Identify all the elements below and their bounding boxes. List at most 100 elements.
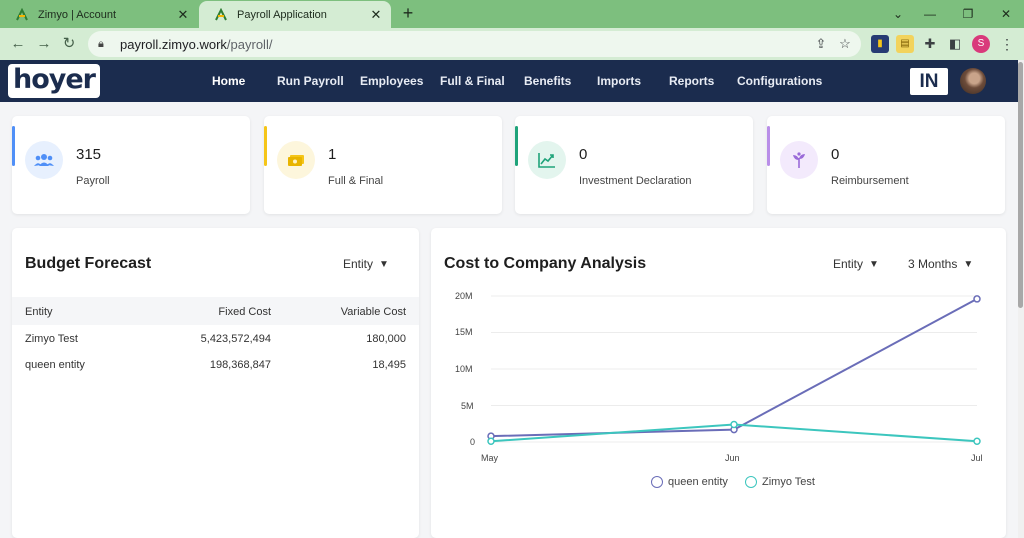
x-tick-label: May	[481, 453, 499, 463]
nav-full-final[interactable]: Full & Final	[440, 74, 505, 88]
hoyer-logo[interactable]: hoyer	[8, 64, 100, 98]
table-cell-fixed-cost: 198,368,847	[209, 359, 271, 371]
table-cell-variable-cost: 180,000	[366, 333, 406, 345]
data-point[interactable]	[973, 437, 981, 446]
ctc-entity-dropdown[interactable]: Entity ▼	[833, 257, 879, 271]
users-icon	[25, 141, 63, 179]
tab-payroll-application[interactable]: Payroll Application ✕	[199, 1, 391, 28]
stat-value: 315	[76, 146, 102, 163]
y-tick-label: 15M	[455, 327, 473, 337]
extension-icon[interactable]: ▮	[871, 35, 889, 53]
nav-imports[interactable]: Imports	[597, 74, 642, 88]
browser-toolbar: ← → ↻ 🔒︎ payroll.zimyo.work/payroll/ ⇪ ☆…	[0, 28, 1024, 60]
profile-avatar[interactable]: S	[972, 35, 990, 53]
legend-item-queen-entity[interactable]: queen entity	[651, 476, 728, 488]
table-cell-fixed-cost: 5,423,572,494	[200, 333, 271, 345]
stat-value: 0	[831, 146, 840, 163]
column-header-fixed-cost: Fixed Cost	[218, 306, 271, 318]
stat-label: Investment Declaration	[579, 175, 692, 187]
close-tab-icon[interactable]: ✕	[370, 6, 382, 22]
nav-run-payroll[interactable]: Run Payroll	[277, 74, 344, 88]
stat-card-full-final[interactable]: 1 Full & Final	[264, 116, 502, 214]
y-tick-label: 20M	[455, 291, 473, 301]
data-point[interactable]	[487, 437, 495, 446]
stat-label: Reimbursement	[831, 175, 909, 187]
stat-value: 0	[579, 146, 588, 163]
extensions-puzzle-icon[interactable]: ✚	[924, 36, 936, 51]
stat-label: Full & Final	[328, 175, 384, 187]
nav-reports[interactable]: Reports	[669, 74, 715, 88]
column-header-entity: Entity	[25, 306, 53, 318]
stat-card-investment-declaration[interactable]: 0 Investment Declaration	[515, 116, 753, 214]
minimize-icon[interactable]: —	[924, 7, 936, 21]
country-badge[interactable]: IN	[910, 68, 948, 95]
card-accent	[264, 126, 267, 166]
forward-arrow-icon[interactable]: →	[36, 35, 52, 52]
budget-forecast-panel	[12, 228, 419, 538]
dropdown-label: Entity	[343, 257, 374, 271]
legend-marker	[651, 476, 663, 488]
stat-card-payroll[interactable]: 315 Payroll	[12, 116, 250, 214]
back-arrow-icon[interactable]: ←	[10, 35, 26, 52]
scrollbar-thumb[interactable]	[1018, 62, 1023, 308]
series-line-queen-entity	[490, 298, 978, 438]
stat-label: Payroll	[76, 175, 110, 187]
ctc-analysis-title: Cost to Company Analysis	[444, 255, 647, 272]
chevron-down-icon: ▼	[379, 258, 389, 270]
app-header: hoyer Home Run Payroll Employees Full & …	[0, 60, 1018, 102]
plant-icon	[780, 141, 818, 179]
legend-label: queen entity	[668, 476, 728, 488]
card-accent	[767, 126, 770, 166]
tab-title: Zimyo | Account	[38, 8, 117, 21]
budget-table-header	[12, 297, 419, 325]
url-host: payroll.zimyo.work	[120, 36, 227, 52]
new-tab-button[interactable]: +	[402, 3, 414, 23]
budget-forecast-title: Budget Forecast	[25, 255, 152, 272]
lock-icon: 🔒︎	[98, 37, 104, 50]
x-tick-label: Jul	[971, 453, 983, 463]
bookmark-star-icon[interactable]: ☆	[839, 36, 851, 51]
close-tab-icon[interactable]: ✕	[177, 6, 189, 22]
dropdown-label: 3 Months	[908, 257, 958, 271]
ctc-analysis-panel	[431, 228, 1006, 538]
stat-value: 1	[328, 146, 337, 163]
chevron-down-icon: ▼	[869, 258, 879, 270]
table-cell-entity: Zimyo Test	[25, 333, 78, 345]
browser-menu-icon[interactable]: ⋮	[1000, 36, 1014, 52]
data-point[interactable]	[730, 420, 738, 429]
data-point[interactable]	[973, 295, 981, 303]
nav-home[interactable]: Home	[212, 74, 246, 88]
tab-search-chevron-icon[interactable]: ⌄	[892, 7, 904, 21]
user-avatar[interactable]	[960, 68, 986, 94]
budget-entity-dropdown[interactable]: Entity ▼	[343, 257, 389, 271]
cash-icon	[277, 141, 315, 179]
close-window-icon[interactable]: ✕	[1000, 7, 1012, 21]
legend-item-zimyo-test[interactable]: Zimyo Test	[745, 476, 815, 488]
x-tick-label: Jun	[725, 453, 740, 463]
chevron-down-icon: ▼	[963, 258, 974, 270]
address-bar[interactable]: 🔒︎ payroll.zimyo.work/payroll/ ⇪ ☆	[88, 31, 861, 57]
ctc-period-dropdown[interactable]: 3 Months ▼	[908, 257, 973, 271]
nav-configurations[interactable]: Configurations	[737, 74, 823, 88]
tab-title: Payroll Application	[237, 8, 327, 21]
ctc-line-chart	[487, 295, 981, 446]
extension-icon[interactable]: ▤	[896, 35, 914, 53]
legend-label: Zimyo Test	[762, 476, 815, 488]
reload-icon[interactable]: ↻	[62, 35, 76, 52]
restore-icon[interactable]: ❐	[962, 7, 974, 21]
url-path: /payroll/	[226, 36, 273, 52]
nav-employees[interactable]: Employees	[360, 74, 424, 88]
y-tick-label: 0	[470, 437, 476, 447]
legend-marker	[745, 476, 757, 488]
stat-card-reimbursement[interactable]: 0 Reimbursement	[767, 116, 1005, 214]
nav-benefits[interactable]: Benefits	[524, 74, 572, 88]
zimyo-favicon-icon	[213, 7, 229, 23]
column-header-variable-cost: Variable Cost	[340, 306, 406, 318]
card-accent	[515, 126, 518, 166]
table-cell-variable-cost: 18,495	[372, 359, 406, 371]
y-tick-label: 5M	[461, 401, 474, 411]
tab-zimyo-account[interactable]: Zimyo | Account ✕	[0, 1, 198, 28]
side-panel-icon[interactable]: ◧	[948, 36, 962, 51]
browser-tab-bar: Zimyo | Account ✕ Payroll Application ✕ …	[0, 0, 1024, 28]
share-icon[interactable]: ⇪	[815, 36, 827, 51]
